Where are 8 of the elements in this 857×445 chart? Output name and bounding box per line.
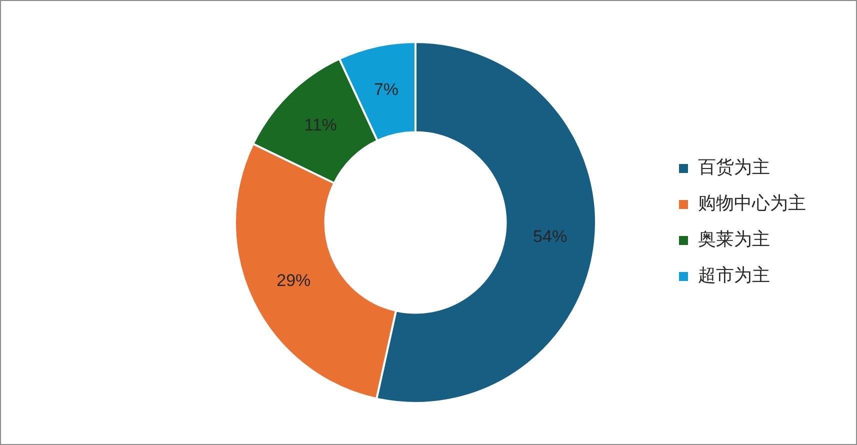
legend-label: 奥莱为主 bbox=[698, 229, 770, 250]
data-label: 54% bbox=[533, 226, 568, 246]
legend-label: 百货为主 bbox=[698, 157, 770, 178]
data-label: 11% bbox=[304, 116, 337, 135]
legend-label: 超市为主 bbox=[698, 265, 770, 286]
legend-label: 购物中心为主 bbox=[698, 193, 806, 214]
data-label: 29% bbox=[276, 271, 311, 290]
data-label: 7% bbox=[374, 80, 399, 100]
